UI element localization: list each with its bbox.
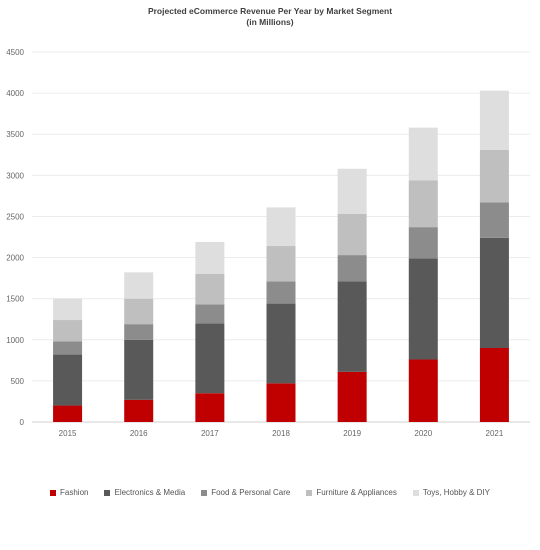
plot-area: 0 500 1000 1500 2000 2500 3000 3500 4000 4500 2015… bbox=[6, 48, 530, 438]
bar-segment bbox=[408, 180, 438, 228]
bar-segment bbox=[479, 149, 509, 203]
bar-segment bbox=[479, 348, 509, 422]
x-tick-label: 2017 bbox=[201, 429, 219, 438]
y-tick-label: 2000 bbox=[6, 254, 24, 263]
y-tick-label: 0 bbox=[20, 418, 25, 427]
x-tick-label: 2016 bbox=[130, 429, 148, 438]
y-tick-label: 3500 bbox=[6, 130, 24, 139]
bar-segment bbox=[266, 281, 296, 304]
y-tick-label: 1500 bbox=[6, 295, 24, 304]
bar-segment bbox=[195, 274, 225, 305]
chart-subtitle: (in Millions) bbox=[246, 17, 294, 27]
bar-segment bbox=[53, 320, 83, 342]
bar-segment bbox=[408, 258, 438, 360]
legend-swatch bbox=[412, 489, 419, 496]
x-tick-label: 2018 bbox=[272, 429, 290, 438]
bar-segment bbox=[124, 399, 154, 422]
bar-segment bbox=[124, 272, 154, 299]
bar-segment bbox=[337, 371, 367, 422]
y-tick-label: 3000 bbox=[6, 171, 24, 180]
legend-swatch bbox=[50, 489, 57, 496]
x-tick-label: 2015 bbox=[59, 429, 77, 438]
bar-segment bbox=[337, 255, 367, 282]
legend: Fashion Electronics & Media Food & Persona… bbox=[0, 488, 540, 497]
legend-label: Toys, Hobby & DIY bbox=[422, 488, 490, 497]
legend-label: Fashion bbox=[60, 488, 89, 497]
chart-title-block: Projected eCommerce Revenue Per Year by … bbox=[0, 6, 540, 28]
bar-segment bbox=[195, 241, 225, 274]
legend-swatch bbox=[306, 489, 313, 496]
legend-swatch bbox=[104, 489, 111, 496]
legend-entry: Fashion bbox=[50, 488, 88, 497]
chart-title: Projected eCommerce Revenue Per Year by … bbox=[147, 6, 393, 16]
bar-segment bbox=[53, 298, 83, 321]
bar-segment bbox=[124, 324, 154, 340]
y-tick-label: 2500 bbox=[6, 212, 24, 221]
legend-swatch bbox=[201, 489, 208, 496]
y-tick-label: 1000 bbox=[6, 336, 24, 345]
bar-segment bbox=[266, 246, 296, 282]
bar-segment bbox=[124, 339, 154, 400]
bar-segment bbox=[479, 237, 509, 348]
bar-segment bbox=[53, 341, 83, 355]
bar-segment bbox=[124, 298, 154, 325]
y-tick-label: 4000 bbox=[6, 89, 24, 98]
bar-segment bbox=[408, 127, 438, 181]
bar-segment bbox=[479, 202, 509, 238]
legend-entry: Food & Personal Care bbox=[201, 488, 290, 497]
bar-segment bbox=[408, 359, 438, 422]
x-tick-label: 2020 bbox=[414, 429, 432, 438]
bar-segment bbox=[337, 281, 367, 372]
bar-segment bbox=[479, 90, 509, 150]
legend-entry: Electronics & Media bbox=[104, 488, 185, 497]
bar-segment bbox=[337, 168, 367, 214]
legend-label: Electronics & Media bbox=[114, 488, 186, 497]
bar-segment bbox=[53, 354, 83, 406]
bar-segment bbox=[195, 323, 225, 394]
x-tick-label: 2021 bbox=[486, 429, 504, 438]
bar-segment bbox=[266, 207, 296, 247]
y-tick-label: 4500 bbox=[6, 48, 24, 57]
bar-segment bbox=[195, 304, 225, 324]
y-tick-label: 500 bbox=[11, 377, 25, 386]
bar-segment bbox=[53, 405, 83, 422]
bar-segment bbox=[337, 213, 367, 256]
bar-segment bbox=[266, 383, 296, 422]
legend-entry: Furniture & Appliances bbox=[306, 488, 397, 497]
legend-entry: Toys, Hobby & DIY bbox=[412, 488, 490, 497]
x-tick-label: 2019 bbox=[343, 429, 361, 438]
legend-label: Food & Personal Care bbox=[211, 488, 291, 497]
legend-label: Furniture & Appliances bbox=[316, 488, 397, 497]
bar-segment bbox=[408, 227, 438, 259]
bar-segment bbox=[266, 303, 296, 384]
bar-segment bbox=[195, 393, 225, 422]
